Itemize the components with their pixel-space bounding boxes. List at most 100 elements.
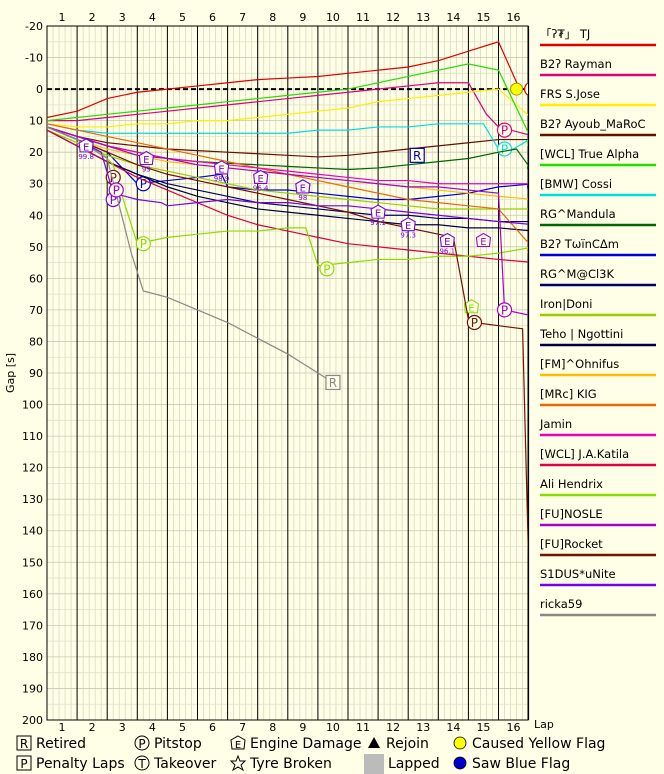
x-tick-label-top: 6 — [209, 11, 216, 24]
x-tick-label: 4 — [149, 721, 156, 734]
series-line-3 — [47, 126, 528, 158]
key-takeover-icon-glyph: T — [137, 757, 146, 771]
engine-damage-marker-label: E — [300, 183, 306, 194]
y-tick-label: 20 — [29, 146, 43, 159]
key-label-6: Takeover — [153, 756, 216, 772]
x-tick-label-top: 4 — [149, 11, 156, 24]
x-tick-label-top: 1 — [59, 11, 66, 24]
y-tick-label: 70 — [29, 304, 43, 317]
retired-marker-label: R — [413, 149, 421, 163]
engine-damage-value: 96.1 — [440, 248, 456, 256]
x-tick-label-top: 14 — [446, 11, 460, 24]
x-tick-label-top: 9 — [299, 11, 306, 24]
x-tick-label-top: 15 — [476, 11, 490, 24]
engine-damage-value: 98 — [298, 194, 307, 202]
engine-damage-marker — [213, 160, 230, 175]
engine-damage-marker — [475, 232, 492, 248]
x-tick-label: 13 — [416, 721, 430, 734]
key-yellow-flag-icon — [453, 736, 467, 750]
series-line-14 — [47, 129, 528, 263]
key-tyre-icon — [229, 754, 247, 772]
x-tick-label: 11 — [356, 721, 370, 734]
y-tick-label: 180 — [22, 651, 43, 664]
pitstop-marker-label: P — [140, 177, 147, 191]
engine-damage-value: 96.4 — [253, 184, 269, 192]
y-tick-label: 10 — [29, 115, 43, 128]
engine-damage-marker-label: E — [258, 174, 264, 185]
engine-damage-marker-label: E — [468, 303, 474, 314]
series-line-9 — [47, 129, 528, 210]
pitstop-marker — [527, 164, 528, 172]
x-tick-label: 7 — [239, 721, 246, 734]
key-lapped-icon — [364, 754, 384, 774]
legend-label-18: S1DUS*uNite — [540, 567, 616, 581]
pitstop-marker-label: P — [531, 161, 538, 175]
series-line-16 — [47, 126, 528, 316]
key-label-1: Pitstop — [154, 736, 202, 752]
y-tick-label: 160 — [22, 588, 43, 601]
legend-label-12: [MRc] KIG — [540, 387, 597, 401]
engine-damage-marker — [295, 179, 311, 194]
x-tick-label-top: 12 — [386, 11, 400, 24]
key-label-8: Lapped — [388, 756, 440, 772]
engine-damage-marker — [138, 150, 154, 166]
series-line-17 — [47, 126, 528, 563]
legend-label-13: Jamin — [539, 417, 572, 431]
x-tick-label: 5 — [179, 721, 186, 734]
series-line-0 — [47, 41, 521, 119]
legend-label-17: [FU]Rocket — [540, 537, 603, 551]
key-penalty-icon — [16, 755, 32, 771]
key-label-7: Tyre Broken — [249, 756, 332, 772]
legend-label-9: Iron|Doni — [540, 297, 592, 311]
x-tick-label-top: 7 — [239, 11, 246, 24]
pitstop-marker-label: P — [501, 303, 508, 317]
engine-damage-marker — [370, 204, 386, 219]
x-tick-label-top: 5 — [179, 11, 186, 24]
x-tick-label: 1 — [59, 721, 66, 734]
x-axis-label: Lap — [534, 718, 554, 731]
y-tick-label: 130 — [22, 493, 43, 506]
key-engine-icon — [230, 735, 246, 750]
key-blue-flag-icon — [453, 756, 467, 770]
y-tick-label: 90 — [29, 367, 43, 380]
engine-damage-marker-label: E — [83, 142, 89, 153]
pitstop-marker — [527, 246, 528, 254]
legend-label-2: FRS S.Jose — [540, 87, 600, 101]
legend-label-3: B2ʔ Ayoub_MaRoC — [540, 117, 646, 131]
series-line-1 — [47, 82, 528, 136]
key-label-4: Caused Yellow Flag — [472, 736, 605, 752]
x-tick-label: 12 — [386, 721, 400, 734]
y-tick-label: 40 — [29, 209, 43, 222]
legend-label-8: RG^M@Cl3K — [540, 267, 615, 281]
legend-label-7: B2ʔ TωïnCΔm — [540, 237, 619, 251]
x-tick-label: 6 — [209, 721, 216, 734]
pitstop-marker-label: P — [501, 143, 508, 157]
y-tick-label: 110 — [22, 430, 43, 443]
key-label-9: Saw Blue Flag — [472, 756, 570, 772]
key-label-5: Penalty Laps — [36, 756, 125, 772]
pitstop-marker — [496, 141, 513, 157]
engine-damage-marker — [400, 217, 416, 232]
x-tick-label-top: 13 — [416, 11, 430, 24]
engine-damage-value: 97.1 — [370, 219, 386, 227]
pitstop-marker — [466, 314, 483, 331]
pitstop-marker-label: P — [110, 171, 117, 185]
legend-label-15: Ali Hendrix — [540, 477, 603, 491]
x-tick-label-top: 11 — [356, 11, 370, 24]
x-tick-label: 14 — [446, 721, 460, 734]
series-line-5 — [47, 123, 528, 150]
plot-frame — [46, 25, 529, 721]
pitstop-marker-label: P — [471, 316, 478, 330]
retired-marker — [409, 147, 425, 163]
legend-label-10: Teho | Ngottini — [539, 327, 623, 341]
retired-marker — [325, 374, 341, 391]
legend-label-6: RG^Mandula — [540, 207, 616, 221]
pitstop-marker — [524, 82, 528, 96]
legend-label-0: 「ʔ₮」 TJ — [540, 27, 590, 41]
pitstop-marker-label: P — [323, 262, 330, 276]
engine-damage-marker-label: E — [480, 237, 486, 248]
legend-label-14: [WCL] J.A.Katila — [540, 447, 629, 461]
pitstop-marker-label: P — [528, 83, 535, 97]
series-line-2 — [47, 88, 528, 128]
